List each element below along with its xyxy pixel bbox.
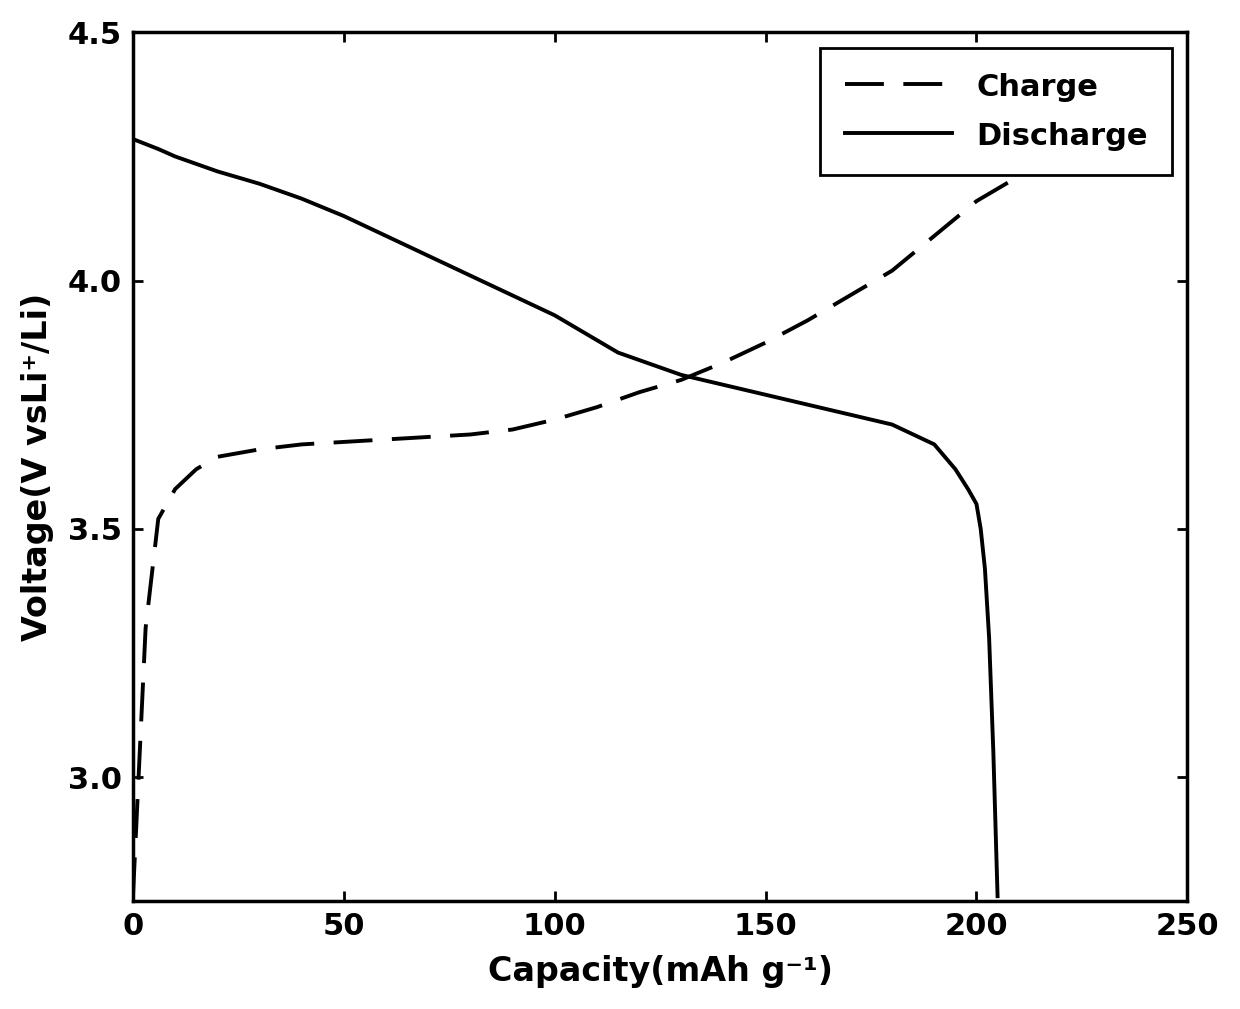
Discharge	[420, 249, 435, 261]
Discharge	[125, 133, 140, 145]
Line: Charge: Charge	[133, 119, 1179, 896]
Discharge	[973, 523, 988, 535]
Charge	[842, 290, 857, 302]
Discharge	[800, 399, 815, 411]
Charge	[589, 402, 604, 414]
Discharge	[977, 562, 992, 574]
Charge	[151, 513, 166, 525]
Charge	[1138, 121, 1153, 133]
Charge	[800, 314, 815, 326]
Charge	[884, 264, 899, 276]
Discharge	[990, 890, 1004, 902]
Charge	[125, 890, 140, 902]
Charge	[547, 414, 562, 426]
Discharge	[294, 193, 309, 205]
Charge	[294, 438, 309, 450]
Charge	[610, 394, 625, 406]
Discharge	[378, 230, 393, 242]
Discharge	[188, 157, 203, 170]
Charge	[1011, 171, 1025, 183]
Discharge	[926, 438, 941, 450]
Charge	[715, 356, 730, 368]
Discharge	[336, 210, 351, 222]
Charge	[1096, 133, 1111, 145]
Charge	[463, 429, 477, 441]
Y-axis label: Voltage(V vsLi⁺/Li): Voltage(V vsLi⁺/Li)	[21, 293, 53, 641]
Charge	[252, 443, 267, 455]
Discharge	[167, 150, 182, 162]
Charge	[378, 434, 393, 446]
Discharge	[961, 483, 976, 495]
Discharge	[547, 310, 562, 322]
Charge	[926, 230, 941, 242]
Discharge	[758, 388, 773, 401]
Discharge	[673, 369, 688, 381]
Discharge	[842, 409, 857, 421]
Legend: Charge, Discharge: Charge, Discharge	[821, 47, 1172, 176]
Charge	[210, 451, 224, 463]
Discharge	[210, 165, 224, 178]
Discharge	[884, 419, 899, 431]
Charge	[188, 463, 203, 475]
Discharge	[715, 378, 730, 390]
Discharge	[463, 269, 477, 282]
Discharge	[982, 632, 997, 644]
Discharge	[505, 290, 520, 302]
Discharge	[138, 138, 153, 150]
Discharge	[610, 346, 625, 358]
Discharge	[631, 354, 646, 366]
Charge	[1172, 113, 1187, 125]
Charge	[138, 623, 153, 635]
Discharge	[968, 497, 983, 510]
Charge	[631, 386, 646, 399]
Line: Discharge: Discharge	[133, 139, 997, 896]
Charge	[673, 373, 688, 385]
Charge	[1054, 148, 1069, 160]
Charge	[968, 195, 983, 207]
Charge	[167, 483, 182, 495]
Discharge	[947, 463, 962, 475]
X-axis label: Capacity(mAh g⁻¹): Capacity(mAh g⁻¹)	[487, 956, 832, 988]
Charge	[758, 337, 773, 349]
Charge	[336, 436, 351, 448]
Discharge	[252, 178, 267, 190]
Discharge	[986, 747, 1001, 759]
Charge	[505, 424, 520, 436]
Charge	[420, 431, 435, 443]
Discharge	[151, 143, 166, 155]
Discharge	[589, 334, 604, 346]
